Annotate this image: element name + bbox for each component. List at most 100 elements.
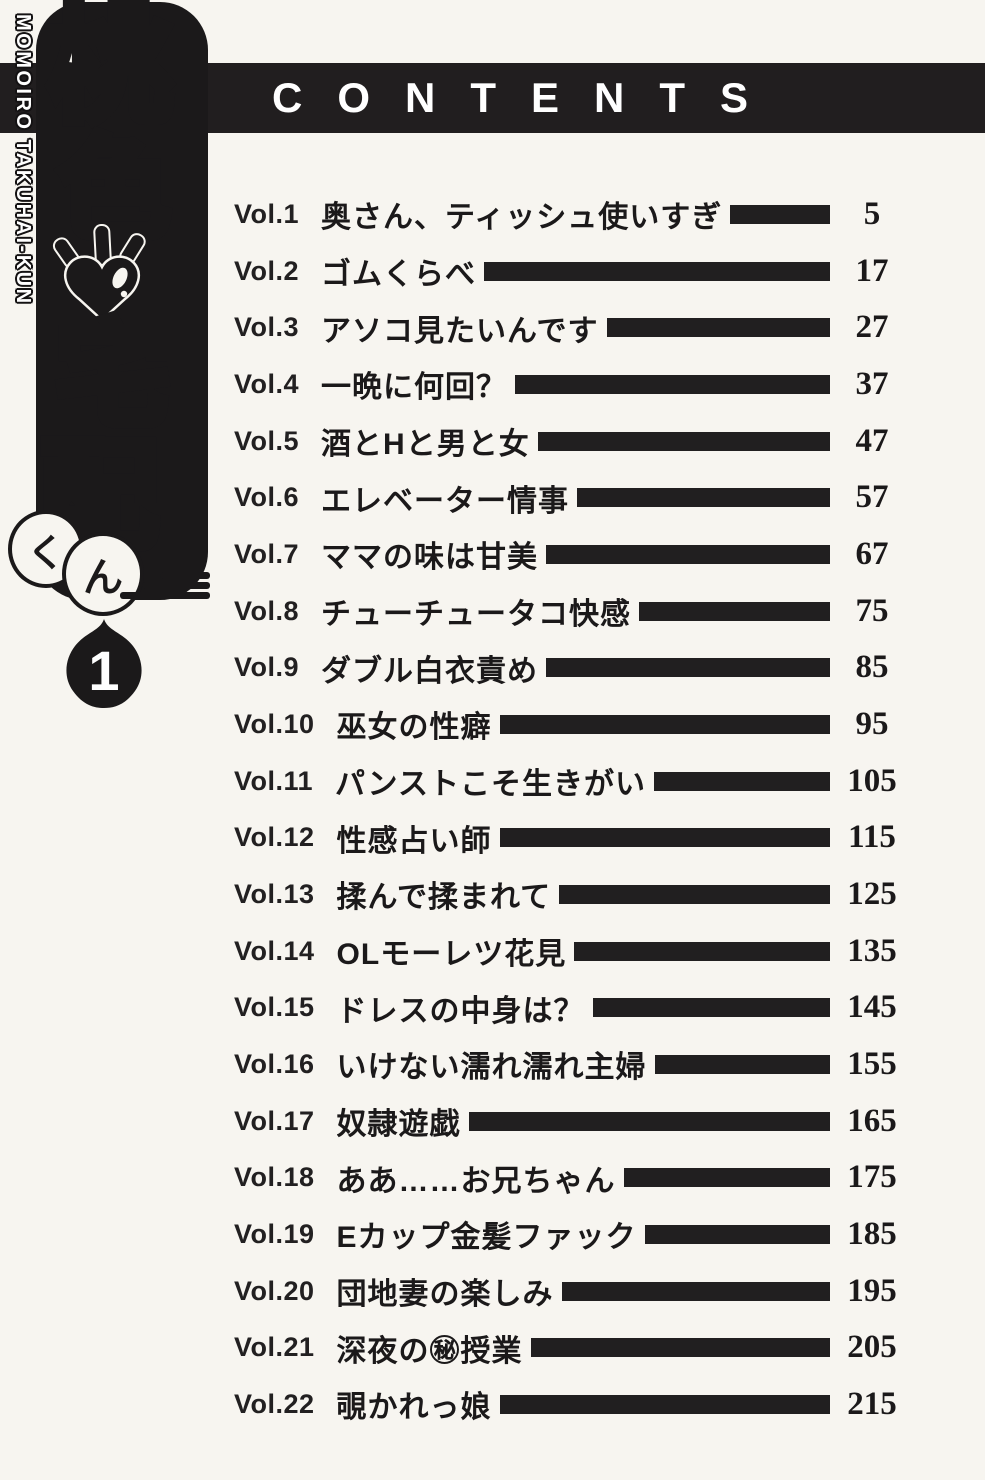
toc-row: Vol.8 チューチュータコ快感 75 — [234, 583, 914, 640]
toc-row: Vol.21 深夜の㊙授業 205 — [234, 1319, 914, 1376]
toc-volume-label: Vol.4 — [234, 368, 300, 399]
toc-volume-label: Vol.18 — [234, 1162, 315, 1193]
heart-icon — [60, 252, 144, 329]
toc-entry-title: Eカップ金髪ファック — [336, 1221, 637, 1255]
toc-volume-label: Vol.16 — [234, 1048, 315, 1079]
toc-row: Vol.12 性感占い師 115 — [234, 809, 914, 866]
toc-volume-label: Vol.15 — [234, 992, 315, 1023]
toc-leader-bar — [574, 941, 830, 961]
toc-page-number: 67 — [855, 535, 889, 572]
toc-volume-label: Vol.13 — [234, 878, 315, 909]
toc-row: Vol.22 覗かれっ娘 215 — [234, 1376, 914, 1433]
toc-leader-bar — [546, 658, 830, 678]
toc-row: Vol.7 ママの味は甘美 67 — [234, 526, 914, 583]
toc-leader-bar — [654, 1054, 830, 1074]
toc-volume-label: Vol.7 — [234, 538, 300, 569]
toc-page-number: 85 — [855, 649, 889, 686]
toc-volume-label: Vol.8 — [234, 595, 300, 626]
toc-page-number: 37 — [855, 365, 889, 402]
toc-volume-label: Vol.10 — [234, 708, 315, 739]
toc-leader-bar — [639, 601, 830, 621]
toc-leader-bar — [530, 1338, 830, 1358]
romaji-vertical-title: MOMOIRO TAKUHAI-KUN — [12, 14, 34, 306]
toc-volume-label: Vol.12 — [234, 822, 315, 853]
toc-leader-bar — [546, 544, 830, 564]
toc-row: Vol.2 ゴムくらべ 17 — [234, 243, 914, 300]
toc-volume-label: Vol.6 — [234, 482, 300, 513]
toc-page-number: 155 — [847, 1045, 897, 1082]
toc-row: Vol.6 エレベーター情事 57 — [234, 469, 914, 526]
toc-entry-title: 一晩に何回？ — [321, 371, 508, 405]
toc-entry-title: 深夜の㊙授業 — [336, 1334, 523, 1368]
toc-volume-label: Vol.3 — [234, 312, 300, 343]
toc-entry-title: ゴムくらべ — [321, 258, 477, 291]
toc-entry-title: チューチュータコ快感 — [321, 598, 632, 632]
toc-leader-bar — [592, 998, 830, 1018]
toc-row: Vol.20 団地妻の楽しみ 195 — [234, 1263, 914, 1320]
toc-row: Vol.15 ドレスの中身は？ 145 — [234, 979, 914, 1036]
toc-leader-bar — [644, 1224, 830, 1244]
toc-row: Vol.9 ダブル白衣責め 85 — [234, 639, 914, 696]
toc-row: Vol.11 パンストこそ生きがい 105 — [234, 753, 914, 810]
toc-leader-bar — [484, 261, 830, 281]
volume-1-peach-badge: 1 — [58, 614, 150, 717]
steps-line — [160, 572, 210, 579]
toc-page-number: 185 — [847, 1215, 897, 1252]
toc-page-number: 135 — [847, 932, 897, 969]
toc-volume-label: Vol.19 — [234, 1218, 315, 1249]
toc-row: Vol.10 巫女の性癖 95 — [234, 696, 914, 753]
toc-entry-title: ああ……お兄ちゃん — [336, 1164, 616, 1198]
toc-entry-title: エレベーター情事 — [321, 484, 570, 518]
toc-page-number: 215 — [847, 1385, 897, 1422]
toc-entry-title: 性感占い師 — [336, 824, 492, 858]
toc-leader-bar — [499, 1394, 830, 1414]
toc-page-number: 17 — [855, 252, 889, 289]
toc-entry-title: 巫女の性癖 — [336, 711, 492, 745]
toc-entry-title: 奴隷遊戯 — [336, 1108, 461, 1142]
series-title-logo: 桃 色 宅 配 く ん 1 MOMOIRO TAKUHAI-KUN — [0, 0, 230, 740]
toc-entry-title: いけない濡れ濡れ主婦 — [336, 1051, 647, 1085]
toc-entry-title: ダブル白衣責め — [321, 654, 539, 688]
toc-list: Vol.1 奥さん、ティッシュ使いすぎ 5 Vol.2 ゴムくらべ 17 Vol.3 アソ… — [234, 186, 914, 1433]
toc-leader-bar — [730, 204, 830, 224]
toc-volume-label: Vol.2 — [234, 255, 300, 286]
toc-page-number: 205 — [847, 1329, 897, 1366]
toc-row: Vol.16 いけない濡れ濡れ主婦 155 — [234, 1036, 914, 1093]
toc-leader-bar — [499, 828, 830, 848]
toc-entry-title: パンストこそ生きがい — [335, 768, 646, 802]
logo-kanji-momo: 桃 — [43, 0, 176, 137]
toc-leader-bar — [499, 714, 830, 734]
toc-volume-label: Vol.9 — [234, 652, 300, 683]
toc-entry-title: ママの味は甘美 — [321, 541, 539, 575]
toc-entry-title: 揉んで揉まれて — [336, 881, 552, 915]
steps-ornament — [120, 572, 210, 602]
toc-page-number: 115 — [848, 819, 896, 856]
toc-leader-bar — [559, 884, 830, 904]
toc-row: Vol.14 OLモーレツ花見 135 — [234, 923, 914, 980]
toc-leader-bar — [537, 431, 830, 451]
toc-entry-title: ドレスの中身は？ — [336, 994, 585, 1028]
toc-page-number: 27 — [855, 309, 889, 346]
toc-entry-title: アソコ見たいんです — [321, 314, 599, 348]
toc-leader-bar — [653, 771, 830, 791]
toc-page-number: 145 — [847, 989, 897, 1026]
toc-leader-bar — [606, 318, 830, 338]
toc-row: Vol.17 奴隷遊戯 165 — [234, 1093, 914, 1150]
toc-volume-label: Vol.20 — [234, 1275, 315, 1306]
toc-page-number: 175 — [847, 1159, 897, 1196]
toc-row: Vol.19 Eカップ金髪ファック 185 — [234, 1206, 914, 1263]
toc-page-number: 47 — [855, 422, 889, 459]
toc-page-number: 57 — [855, 479, 889, 516]
toc-leader-bar — [577, 488, 830, 508]
toc-page-number: 95 — [855, 705, 889, 742]
kun-badge-n: ん — [62, 532, 144, 616]
toc-volume-label: Vol.14 — [234, 935, 315, 966]
volume-number: 1 — [88, 639, 119, 702]
toc-volume-label: Vol.11 — [234, 765, 314, 796]
toc-volume-label: Vol.17 — [234, 1105, 315, 1136]
steps-line — [120, 592, 210, 599]
toc-leader-bar — [623, 1168, 830, 1188]
toc-page-number: 105 — [847, 762, 897, 799]
toc-row: Vol.3 アソコ見たいんです 27 — [234, 299, 914, 356]
